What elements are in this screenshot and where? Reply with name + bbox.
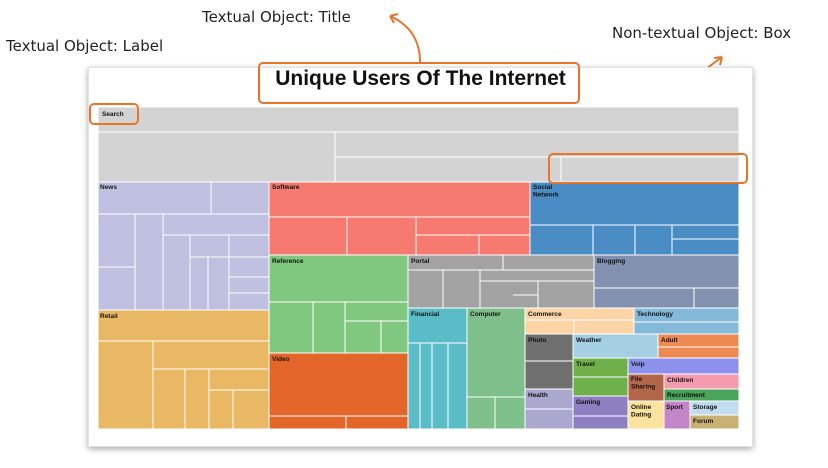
- label-adult: Adult: [661, 337, 678, 344]
- tile-reference: [268, 254, 409, 354]
- label-storage: Storage: [693, 404, 718, 411]
- tile-blogging: [593, 254, 739, 309]
- label-technology: Technology: [637, 311, 673, 318]
- tile-technology: [633, 307, 739, 335]
- label-commerce: Commerce: [528, 311, 562, 318]
- label-health: Health: [528, 392, 548, 399]
- treemap-svg: Search News Software Social Network Refe…: [98, 107, 739, 429]
- tile-online-dating: [627, 400, 665, 429]
- label-file-sharing-line2: Sharing: [631, 384, 655, 391]
- label-financial: Financial: [411, 311, 439, 318]
- highlight-label-box: [89, 103, 139, 125]
- annotation-box-label: Non-textual Object: Box: [612, 24, 792, 42]
- tile-video: [268, 352, 409, 429]
- label-sport: Sport: [666, 404, 684, 411]
- tile-financial: [407, 307, 468, 429]
- label-news: News: [100, 184, 117, 191]
- label-search: Search: [102, 111, 124, 118]
- label-retail: Retail: [100, 313, 118, 320]
- tile-gaming: [572, 395, 629, 429]
- label-weather: Weather: [576, 337, 602, 344]
- highlight-object-box: [548, 153, 748, 184]
- label-online-dating-line2: Dating: [631, 412, 651, 419]
- label-video: Video: [272, 356, 290, 363]
- label-blogging: Blogging: [597, 258, 625, 265]
- treemap: Search News Software Social Network Refe…: [98, 107, 739, 429]
- label-portal: Portal: [411, 258, 430, 265]
- tile-news: [98, 181, 270, 311]
- tile-voip: [627, 357, 739, 375]
- label-online-dating-line1: Online: [631, 404, 652, 411]
- tile-computer: [466, 307, 526, 429]
- label-online-dating: Online Dating: [631, 404, 653, 419]
- annotation-label-label: Textual Object: Label: [6, 37, 164, 55]
- label-recruitment: Recruitment: [667, 392, 706, 399]
- highlight-title-box: [258, 62, 580, 104]
- tile-forum: [689, 414, 739, 429]
- label-photo: Photo: [528, 337, 546, 344]
- label-social-network-line2: Network: [533, 192, 559, 199]
- label-social-network: Social Network: [533, 184, 559, 199]
- chart-title: Unique Users Of The Internet: [275, 67, 566, 90]
- label-children: Children: [667, 377, 693, 384]
- label-file-sharing-line1: File: [631, 376, 643, 383]
- label-social-network-line1: Social: [533, 184, 552, 191]
- tile-sport: [663, 400, 691, 429]
- tile-software: [268, 181, 531, 256]
- annotation-title-label: Textual Object: Title: [202, 8, 351, 26]
- label-computer: Computer: [470, 311, 501, 318]
- label-voip: Voip: [631, 361, 645, 368]
- label-travel: Travel: [576, 361, 595, 368]
- label-gaming: Gaming: [576, 399, 600, 406]
- label-reference: Reference: [272, 258, 304, 265]
- label-software: Software: [272, 184, 300, 191]
- label-file-sharing: File Sharing: [631, 376, 655, 391]
- label-forum: Forum: [693, 418, 713, 425]
- arrow-title: [389, 13, 421, 63]
